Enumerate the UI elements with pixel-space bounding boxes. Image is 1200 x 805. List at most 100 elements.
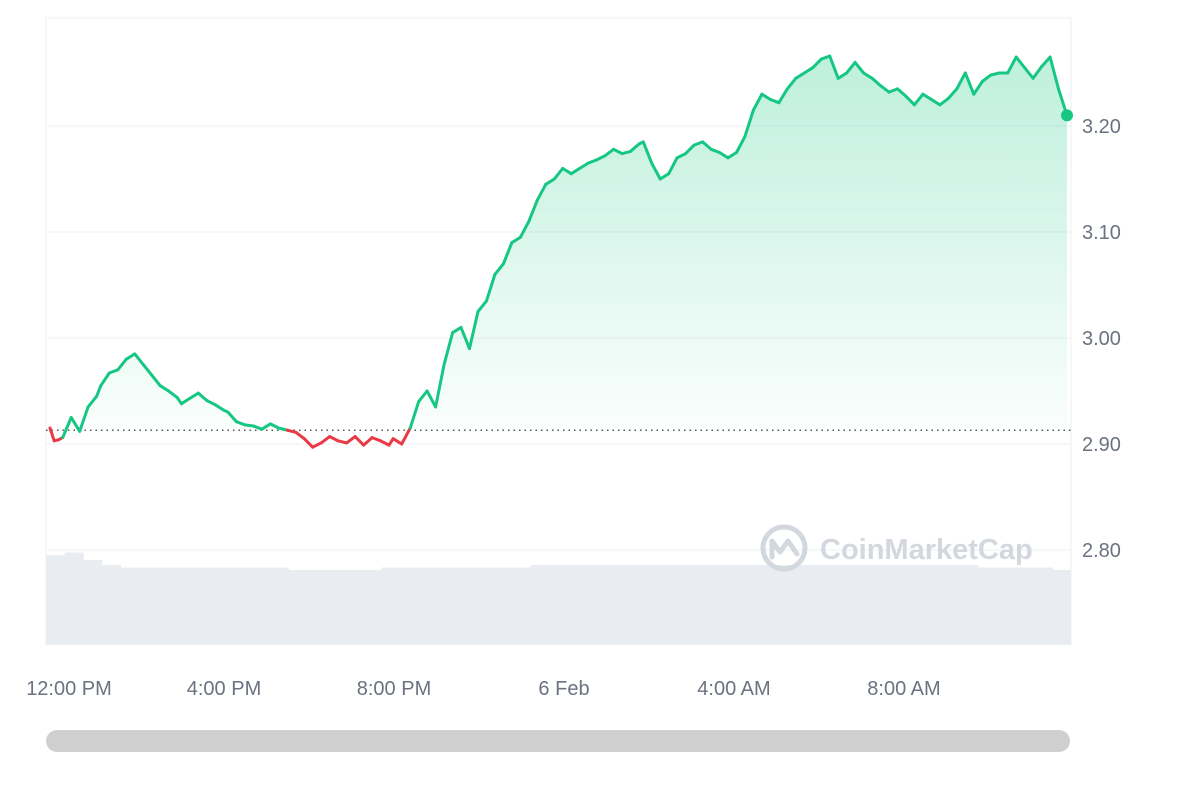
price-line-segment [802, 66, 815, 75]
price-line-segment [213, 403, 226, 412]
price-line-segment [667, 156, 679, 176]
last-price-marker [1061, 109, 1073, 122]
price-line-segment [629, 142, 641, 153]
price-line-segment [578, 161, 590, 170]
price-line-segment [417, 389, 429, 404]
volume-bar [735, 565, 755, 645]
price-line-segment [260, 422, 272, 431]
price-line-segment [510, 235, 522, 245]
price-line-segment [205, 399, 217, 407]
price-line-segment [641, 140, 654, 165]
volume-bar [176, 567, 196, 645]
price-line-segment [196, 391, 209, 402]
price-line-segment [302, 437, 315, 449]
price-line-segment [785, 76, 798, 91]
volume-bar [381, 567, 401, 645]
price-line-segment [561, 166, 573, 176]
x-tick-label: 12:00 PM [26, 678, 112, 700]
price-line-segment [311, 441, 323, 449]
price-line-segment [603, 147, 616, 158]
price-line-segment [929, 98, 942, 107]
price-line-segment [527, 198, 539, 223]
watermark-text: CoinMarketCap [820, 534, 1033, 566]
volume-bar [101, 565, 121, 645]
volume-bar [213, 567, 233, 645]
price-line-segment [569, 166, 582, 176]
volume-bar [828, 565, 848, 645]
volume-bar [157, 567, 177, 645]
volume-bar [977, 567, 997, 645]
price-line-segment [912, 92, 925, 107]
price-line-segment [552, 166, 565, 181]
chart-range-scrollbar[interactable] [46, 730, 1070, 752]
price-line-segment [226, 410, 238, 424]
price-line-segment [442, 331, 455, 366]
last-price-dot [1061, 109, 1073, 122]
price-line-segment [294, 430, 306, 441]
volume-bar [959, 565, 979, 645]
volume-bar [306, 570, 326, 645]
price-line-segment [980, 73, 993, 83]
price-line-segment [544, 177, 556, 186]
volume-bars [46, 552, 1072, 645]
volume-bar [83, 560, 103, 645]
price-line-segment [819, 54, 832, 61]
price-line-segment [692, 140, 705, 147]
y-tick-label: 3.10 [1082, 222, 1121, 244]
price-line-segment [451, 325, 463, 335]
volume-bar [605, 565, 625, 645]
price-line-segment [141, 363, 154, 377]
volume-bar [251, 567, 271, 645]
price-line-segment [1048, 55, 1060, 91]
price-line-segment [1014, 55, 1027, 70]
volume-bar [344, 570, 364, 645]
x-tick-label: 4:00 AM [697, 678, 770, 700]
volume-bar [232, 567, 252, 645]
volume-bar [64, 552, 84, 645]
price-line-segment [938, 96, 950, 107]
volume-bar [120, 567, 140, 645]
price-line-segment [319, 435, 332, 445]
plot-area [45, 17, 1072, 645]
price-line-segment [946, 87, 959, 100]
y-tick-label: 2.80 [1082, 540, 1121, 562]
price-line-segment [921, 92, 933, 101]
price-line-segment [124, 352, 137, 361]
price-line-segment [379, 439, 391, 447]
price-line-segment [501, 241, 514, 266]
price-line-segment [972, 80, 984, 96]
price-area-fill [50, 56, 1067, 431]
volume-bar [1015, 567, 1035, 645]
price-line-segment [425, 389, 438, 409]
price-line-segment [69, 416, 82, 433]
volume-bar [493, 567, 513, 645]
price-line [48, 54, 1069, 449]
volume-bar [921, 565, 941, 645]
coinmarketcap-watermark: CoinMarketCap [760, 524, 1033, 572]
price-line-segment [963, 71, 976, 96]
price-line-segment [188, 391, 200, 400]
price-line-segment [1006, 55, 1018, 75]
price-line-segment [595, 154, 607, 162]
price-line-segment [95, 384, 103, 398]
volume-bar [847, 565, 867, 645]
x-axis-tick-labels: 12:00 PM 4:00 PM 8:00 PM 6 Feb 4:00 AM 8:00 A… [26, 678, 941, 700]
x-tick-label: 6 Feb [538, 678, 589, 700]
price-line-segment [345, 435, 357, 445]
price-line-segment [535, 182, 548, 202]
volume-bar [456, 567, 476, 645]
price-line-segment [518, 219, 531, 239]
price-line-segment [167, 389, 179, 399]
volume-bar [940, 565, 960, 645]
volume-bar [269, 567, 289, 645]
x-tick-label: 8:00 AM [867, 678, 940, 700]
price-line-segment [743, 108, 755, 139]
price-line-segment [493, 262, 505, 276]
price-line-segment [836, 71, 849, 80]
volume-bar [661, 565, 681, 645]
price-line-segment [362, 436, 374, 447]
price-line-segment [268, 422, 281, 430]
price-line-segment [904, 94, 916, 107]
price-line-segment [78, 405, 90, 433]
